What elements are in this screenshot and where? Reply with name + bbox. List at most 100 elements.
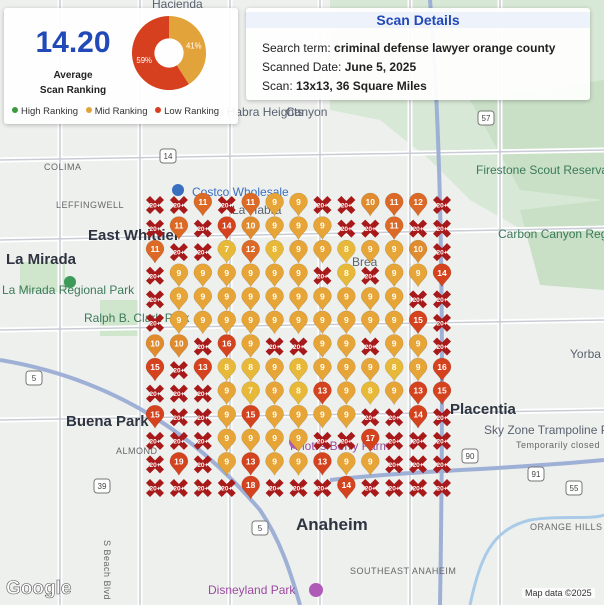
grid-cross-marker[interactable]: 20+ xyxy=(146,266,164,285)
grid-cross-marker[interactable]: 20+ xyxy=(265,479,284,497)
grid-pin-marker[interactable]: 9 xyxy=(217,287,237,312)
grid-pin-marker[interactable]: 9 xyxy=(217,428,237,453)
grid-cross-marker[interactable]: 20+ xyxy=(385,479,404,497)
grid-cross-marker[interactable]: 20+ xyxy=(169,196,188,214)
grid-cross-marker[interactable]: 20+ xyxy=(193,384,212,403)
grid-pin-marker[interactable]: 9 xyxy=(384,239,404,264)
grid-pin-marker[interactable]: 9 xyxy=(384,287,404,312)
grid-cross-marker[interactable]: 20+ xyxy=(193,431,212,450)
grid-cross-marker[interactable]: 20+ xyxy=(217,479,236,497)
grid-cross-marker[interactable]: 20+ xyxy=(433,313,451,332)
grid-pin-marker[interactable]: 11 xyxy=(193,192,213,217)
grid-pin-marker[interactable]: 9 xyxy=(265,263,284,288)
grid-cross-marker[interactable]: 20+ xyxy=(385,408,404,427)
grid-cross-marker[interactable]: 20+ xyxy=(385,431,404,450)
grid-cross-marker[interactable]: 20+ xyxy=(433,219,451,238)
grid-pin-marker[interactable]: 10 xyxy=(169,334,189,359)
grid-pin-marker[interactable]: 9 xyxy=(313,357,332,382)
grid-cross-marker[interactable]: 20+ xyxy=(169,384,188,403)
grid-pin-marker[interactable]: 15 xyxy=(408,310,428,335)
grid-pin-marker[interactable]: 11 xyxy=(384,192,404,217)
grid-pin-marker[interactable]: 12 xyxy=(241,239,260,264)
grid-pin-marker[interactable]: 9 xyxy=(384,310,404,335)
grid-pin-marker[interactable]: 9 xyxy=(313,287,332,312)
grid-pin-marker[interactable]: 9 xyxy=(337,357,356,382)
grid-cross-marker[interactable]: 20+ xyxy=(361,266,380,285)
grid-pin-marker[interactable]: 10 xyxy=(408,239,428,264)
grid-pin-marker[interactable]: 9 xyxy=(265,287,284,312)
grid-pin-marker[interactable]: 9 xyxy=(241,287,260,312)
grid-cross-marker[interactable]: 20+ xyxy=(146,290,164,309)
grid-pin-marker[interactable]: 13 xyxy=(408,381,428,406)
grid-pin-marker[interactable]: 9 xyxy=(169,263,189,288)
grid-cross-marker[interactable]: 20+ xyxy=(217,196,236,214)
grid-pin-marker[interactable]: 9 xyxy=(241,263,260,288)
grid-cross-marker[interactable]: 20+ xyxy=(265,337,284,356)
grid-cross-marker[interactable]: 20+ xyxy=(169,479,188,497)
grid-pin-marker[interactable]: 19 xyxy=(169,452,189,477)
grid-pin-marker[interactable]: 9 xyxy=(241,428,260,453)
grid-pin-marker[interactable]: 15 xyxy=(241,404,260,429)
grid-pin-marker[interactable]: 10 xyxy=(360,192,380,217)
grid-pin-marker[interactable]: 8 xyxy=(289,381,308,406)
grid-cross-marker[interactable]: 20+ xyxy=(146,219,164,238)
grid-cross-marker[interactable]: 20+ xyxy=(361,337,380,356)
google-logo[interactable]: Google xyxy=(6,578,72,600)
grid-cross-marker[interactable]: 20+ xyxy=(193,243,212,262)
grid-pin-marker[interactable]: 9 xyxy=(337,404,356,429)
grid-pin-marker[interactable]: 9 xyxy=(265,310,284,335)
grid-pin-marker[interactable]: 9 xyxy=(217,381,237,406)
grid-pin-marker[interactable]: 11 xyxy=(384,216,404,241)
grid-pin-marker[interactable]: 9 xyxy=(289,239,308,264)
grid-pin-marker[interactable]: 9 xyxy=(193,310,213,335)
grid-cross-marker[interactable]: 20+ xyxy=(337,431,356,450)
grid-cross-marker[interactable]: 20+ xyxy=(146,479,164,497)
grid-pin-marker[interactable]: 8 xyxy=(265,239,284,264)
grid-pin-marker[interactable]: 9 xyxy=(384,334,404,359)
grid-cross-marker[interactable]: 20+ xyxy=(146,196,164,214)
grid-pin-marker[interactable]: 8 xyxy=(337,263,356,288)
grid-cross-marker[interactable]: 20+ xyxy=(146,455,164,474)
grid-pin-marker[interactable]: 9 xyxy=(313,239,332,264)
grid-pin-marker[interactable]: 9 xyxy=(169,287,189,312)
grid-cross-marker[interactable]: 20+ xyxy=(433,196,451,214)
grid-cross-marker[interactable]: 20+ xyxy=(169,431,188,450)
grid-pin-marker[interactable]: 9 xyxy=(289,263,308,288)
grid-cross-marker[interactable]: 20+ xyxy=(337,219,356,238)
grid-pin-marker[interactable]: 9 xyxy=(337,334,356,359)
grid-pin-marker[interactable]: 9 xyxy=(384,381,404,406)
grid-pin-marker[interactable]: 9 xyxy=(408,357,428,382)
grid-cross-marker[interactable]: 20+ xyxy=(409,290,428,309)
grid-pin-marker[interactable]: 9 xyxy=(217,404,237,429)
grid-cross-marker[interactable]: 20+ xyxy=(193,408,212,427)
grid-cross-marker[interactable]: 20+ xyxy=(193,337,212,356)
grid-cross-marker[interactable]: 20+ xyxy=(169,243,188,262)
grid-pin-marker[interactable]: 9 xyxy=(337,381,356,406)
grid-pin-marker[interactable]: 15 xyxy=(432,381,452,406)
grid-pin-marker[interactable]: 9 xyxy=(360,357,380,382)
grid-pin-marker[interactable]: 13 xyxy=(313,452,332,477)
grid-pin-marker[interactable]: 9 xyxy=(265,404,284,429)
grid-pin-marker[interactable]: 10 xyxy=(145,334,165,359)
grid-pin-marker[interactable]: 7 xyxy=(241,381,260,406)
grid-pin-marker[interactable]: 15 xyxy=(145,404,165,429)
grid-cross-marker[interactable]: 20+ xyxy=(289,479,308,497)
grid-pin-marker[interactable]: 9 xyxy=(193,287,213,312)
grid-cross-marker[interactable]: 20+ xyxy=(433,479,451,497)
grid-cross-marker[interactable]: 20+ xyxy=(433,408,451,427)
grid-pin-marker[interactable]: 9 xyxy=(265,216,284,241)
grid-pin-marker[interactable]: 16 xyxy=(432,357,452,382)
grid-cross-marker[interactable]: 20+ xyxy=(313,479,332,497)
grid-pin-marker[interactable]: 9 xyxy=(289,404,308,429)
grid-pin-marker[interactable]: 9 xyxy=(360,287,380,312)
grid-pin-marker[interactable]: 9 xyxy=(289,192,308,217)
grid-pin-marker[interactable]: 9 xyxy=(289,287,308,312)
grid-pin-marker[interactable]: 14 xyxy=(217,216,237,241)
grid-pin-marker[interactable]: 9 xyxy=(241,334,260,359)
grid-cross-marker[interactable]: 20+ xyxy=(146,313,164,332)
grid-pin-marker[interactable]: 16 xyxy=(217,334,237,359)
grid-pin-marker[interactable]: 14 xyxy=(408,404,428,429)
grid-cross-marker[interactable]: 20+ xyxy=(313,266,332,285)
grid-pin-marker[interactable]: 9 xyxy=(337,287,356,312)
